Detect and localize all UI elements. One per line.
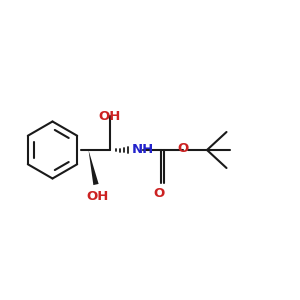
Text: O: O: [153, 187, 165, 200]
Text: O: O: [177, 142, 188, 155]
Text: NH: NH: [131, 143, 154, 156]
Text: OH: OH: [86, 190, 109, 203]
Text: OH: OH: [98, 110, 121, 122]
Polygon shape: [88, 150, 99, 185]
